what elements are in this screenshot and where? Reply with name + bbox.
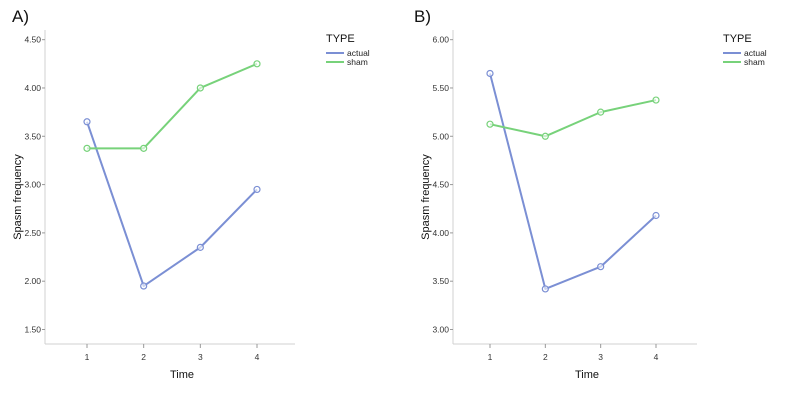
y-tick-label: 5.50	[432, 83, 449, 93]
y-tick-label: 3.00	[432, 325, 449, 335]
legend-label-actual: actual	[347, 48, 370, 58]
series-line-actual	[86, 121, 258, 288]
data-point-sham	[486, 120, 494, 128]
data-point-sham	[652, 96, 660, 104]
y-tick-label: 2.50	[24, 228, 41, 238]
x-tick-label: 4	[654, 352, 659, 362]
x-axis-title: Time	[575, 369, 599, 381]
data-point-sham	[140, 144, 148, 152]
data-point-actual	[541, 285, 549, 293]
data-point-actual	[140, 282, 148, 290]
x-tick-label: 3	[198, 352, 203, 362]
x-axis-title: Time	[170, 369, 194, 381]
legend-label-sham: sham	[744, 57, 765, 67]
chart-panel-2: B) 3.00 3.50 4.00 4.50 5.00 5.50 6.00 1 2 3 4 Time Sp…	[414, 7, 767, 381]
legend-title: TYPE	[723, 33, 752, 45]
data-point-sham	[597, 108, 605, 116]
data-point-sham	[83, 144, 91, 152]
data-point-actual	[652, 211, 660, 220]
y-tick-label: 6.00	[432, 35, 449, 45]
y-tick-label: 4.50	[432, 180, 449, 190]
x-tick-label: 4	[255, 352, 260, 362]
data-point-sham	[196, 84, 204, 92]
data-point-actual	[486, 69, 494, 78]
x-tick-label: 1	[488, 352, 493, 362]
chart-panel-1: A) 1.50 2.00 2.50 3.00 3.50 4.00 4.50 1 2 3 4 Time Sp…	[12, 7, 370, 381]
data-point-actual	[196, 243, 204, 251]
y-tick-label: 5.00	[432, 131, 449, 141]
legend-label-sham: sham	[347, 57, 368, 67]
series-line-actual	[489, 73, 657, 290]
y-tick-label: 3.50	[24, 131, 41, 141]
x-tick-label: 1	[85, 352, 90, 362]
data-point-actual	[83, 118, 91, 126]
y-axis-title: Spasm frequency	[420, 154, 432, 240]
x-tick-label: 2	[543, 352, 548, 362]
series-line-sham	[87, 62, 258, 150]
legend-label-actual: actual	[744, 48, 767, 58]
y-tick-label: 3.00	[24, 180, 41, 190]
data-point-actual	[253, 185, 261, 194]
y-tick-label: 4.50	[24, 35, 41, 45]
y-axis-title: Spasm frequency	[12, 154, 24, 240]
y-tick-label: 4.00	[432, 228, 449, 238]
data-point-sham	[541, 132, 549, 140]
y-tick-label: 2.00	[24, 276, 41, 286]
series-line-sham	[489, 99, 657, 138]
y-tick-label: 4.00	[24, 83, 41, 93]
legend-title: TYPE	[326, 33, 355, 45]
y-tick-label: 1.50	[24, 325, 41, 335]
panel-label: A)	[12, 7, 29, 26]
panel-label: B)	[414, 7, 431, 26]
data-point-actual	[597, 263, 605, 271]
x-tick-label: 3	[598, 352, 603, 362]
data-point-sham	[253, 60, 261, 68]
x-tick-label: 2	[141, 352, 146, 362]
y-tick-label: 3.50	[432, 276, 449, 286]
